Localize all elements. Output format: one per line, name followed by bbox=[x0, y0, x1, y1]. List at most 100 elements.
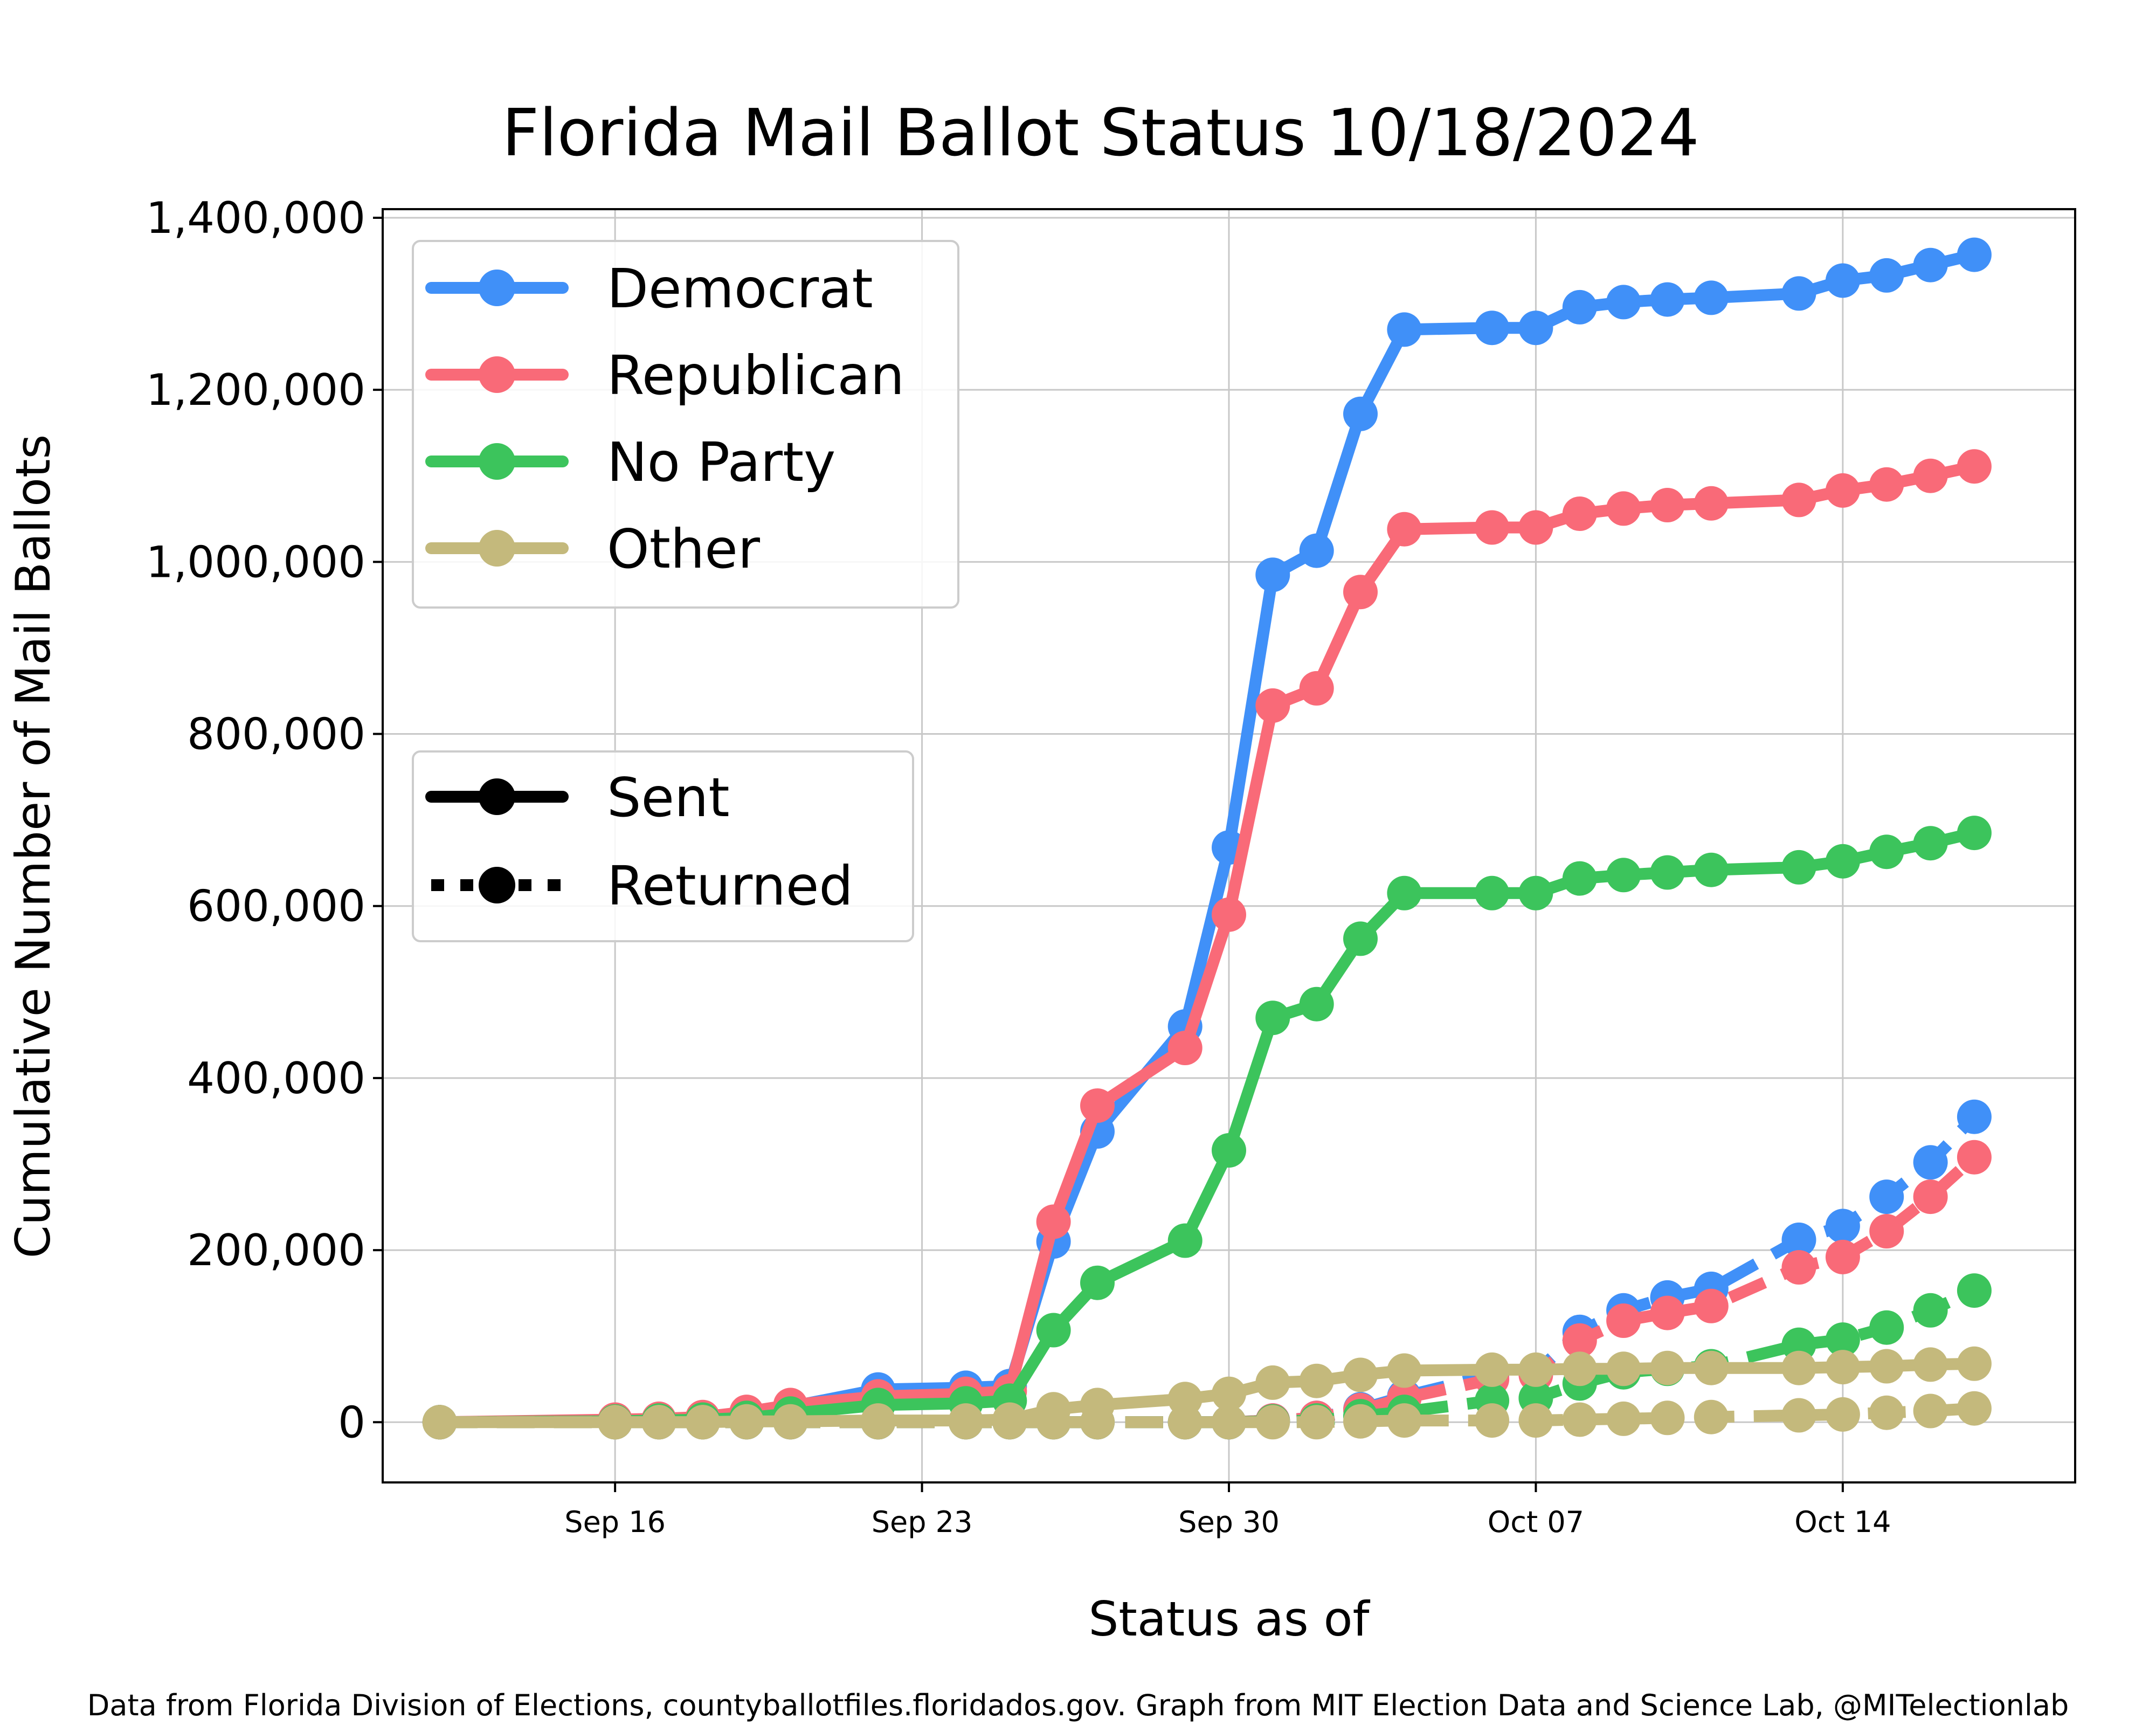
y-axis-ticks: 0 200,000 400,000 600,000 800,000 1,000,000 1,… bbox=[146, 193, 383, 1447]
no-party-sent-point bbox=[1080, 1265, 1115, 1300]
other-sent-point bbox=[1562, 1351, 1597, 1386]
y-tick-label: 0 bbox=[338, 1397, 365, 1447]
no-party-sent-point bbox=[1913, 826, 1948, 861]
republican-sent-point bbox=[1212, 897, 1246, 932]
democrat-sent-point bbox=[1299, 533, 1334, 568]
source-note: Data from Florida Division of Elections,… bbox=[87, 1688, 2069, 1722]
other-sent-point bbox=[1650, 1350, 1685, 1385]
republican-sent-line bbox=[433, 460, 1980, 1429]
no-party-sent-point bbox=[1167, 1223, 1203, 1258]
no-party-returned-point bbox=[1825, 1322, 1860, 1357]
other-sent-point bbox=[1606, 1351, 1641, 1386]
other-sent-point bbox=[1869, 1349, 1904, 1384]
legend-returned-swatch-marker bbox=[479, 867, 515, 903]
no-party-sent-point bbox=[1343, 921, 1378, 956]
democrat-sent-point bbox=[1869, 258, 1904, 293]
x-tick-label: Sep 23 bbox=[872, 1505, 973, 1539]
other-sent-point bbox=[1036, 1392, 1071, 1427]
other-returned-point bbox=[1387, 1403, 1422, 1438]
legend-other-swatch-marker bbox=[479, 530, 515, 567]
party-legend: Democrat Republican No Party Other bbox=[412, 240, 959, 609]
other-sent-point bbox=[773, 1404, 808, 1439]
other-sent-point bbox=[641, 1405, 676, 1440]
no-party-sent-point bbox=[1650, 855, 1685, 890]
other-returned-point bbox=[1694, 1399, 1729, 1434]
x-tick-label: Oct 07 bbox=[1488, 1505, 1584, 1539]
legend-republican-swatch-marker bbox=[479, 356, 515, 393]
no-party-sent-point bbox=[1562, 861, 1597, 896]
democrat-returned-point bbox=[1957, 1099, 1992, 1134]
republican-sent-point bbox=[1606, 491, 1641, 526]
republican-sent-point bbox=[1562, 496, 1597, 531]
democrat-sent-point bbox=[1255, 557, 1290, 592]
republican-returned-point bbox=[1694, 1288, 1729, 1323]
x-axis-label: Status as of bbox=[1089, 1591, 1371, 1647]
democrat-sent-point bbox=[1562, 289, 1597, 325]
other-sent-point bbox=[1518, 1352, 1553, 1387]
republican-sent-point bbox=[1650, 488, 1685, 522]
republican-sent-point bbox=[1957, 449, 1992, 484]
other-sent-point bbox=[598, 1405, 633, 1440]
other-returned-point bbox=[1869, 1395, 1904, 1430]
other-returned-point bbox=[1825, 1397, 1860, 1432]
other-sent-point bbox=[1212, 1376, 1246, 1411]
y-tick-label: 1,400,000 bbox=[146, 193, 365, 243]
no-party-sent-point bbox=[1781, 850, 1816, 885]
legend-democrat-swatch-marker bbox=[479, 270, 515, 306]
republican-sent-point bbox=[1080, 1088, 1115, 1123]
no-party-sent-point bbox=[1825, 844, 1860, 879]
no-party-sent-point bbox=[1036, 1313, 1071, 1348]
democrat-returned-point bbox=[1781, 1222, 1816, 1257]
other-sent-point bbox=[1475, 1352, 1510, 1387]
no-party-returned-line bbox=[439, 1285, 1977, 1429]
y-tick-label: 400,000 bbox=[187, 1053, 365, 1103]
republican-returned-point bbox=[1957, 1140, 1992, 1175]
republican-sent-point bbox=[1299, 671, 1334, 706]
other-returned-point bbox=[1518, 1403, 1553, 1438]
democrat-returned-point bbox=[1869, 1179, 1904, 1215]
republican-returned-point bbox=[1606, 1303, 1641, 1338]
republican-sent-point bbox=[1694, 486, 1729, 521]
democrat-returned-point bbox=[1825, 1209, 1860, 1244]
republican-sent-point bbox=[1913, 458, 1948, 493]
x-tick-label: Sep 16 bbox=[564, 1505, 666, 1539]
republican-sent-point bbox=[1036, 1204, 1071, 1239]
other-sent-point bbox=[1694, 1350, 1729, 1385]
no-party-sent-point bbox=[1518, 875, 1553, 910]
other-sent-line bbox=[433, 1357, 1980, 1429]
republican-sent-point bbox=[1781, 482, 1816, 518]
republican-sent-point bbox=[1475, 510, 1510, 545]
other-sent-point bbox=[1913, 1347, 1948, 1382]
legend-sent-swatch-marker bbox=[479, 778, 515, 815]
republican-returned-point bbox=[1825, 1239, 1860, 1274]
republican-returned-point bbox=[1650, 1295, 1685, 1330]
no-party-sent-point bbox=[1869, 834, 1904, 870]
other-returned-point bbox=[1957, 1391, 1992, 1426]
other-sent-point bbox=[1299, 1363, 1334, 1398]
democrat-sent-point bbox=[1825, 263, 1860, 298]
y-tick-label: 1,000,000 bbox=[146, 537, 365, 587]
other-sent-point bbox=[992, 1402, 1027, 1437]
no-party-sent-point bbox=[1387, 875, 1422, 910]
other-returned-point bbox=[1212, 1405, 1246, 1440]
republican-returned-point bbox=[1781, 1250, 1816, 1285]
other-sent-point bbox=[729, 1404, 764, 1439]
other-returned-point bbox=[1606, 1401, 1641, 1436]
other-returned-point bbox=[1343, 1404, 1378, 1439]
republican-sent-point bbox=[1167, 1031, 1203, 1065]
other-sent-point bbox=[1255, 1365, 1290, 1400]
democrat-returned-point bbox=[1913, 1145, 1948, 1180]
y-tick-label: 800,000 bbox=[187, 709, 365, 760]
no-party-sent-point bbox=[1212, 1133, 1246, 1168]
other-sent-point bbox=[1343, 1357, 1378, 1392]
other-sent-point bbox=[1781, 1350, 1816, 1385]
no-party-sent-point bbox=[1475, 875, 1510, 910]
other-sent-point bbox=[1167, 1382, 1203, 1417]
other-returned-point bbox=[1913, 1393, 1948, 1429]
democrat-returned-line bbox=[439, 1113, 1979, 1429]
no-party-sent-point bbox=[1255, 1000, 1290, 1036]
democrat-sent-point bbox=[1694, 280, 1729, 315]
democrat-sent-point bbox=[1606, 285, 1641, 320]
no-party-returned-point bbox=[1869, 1310, 1904, 1345]
